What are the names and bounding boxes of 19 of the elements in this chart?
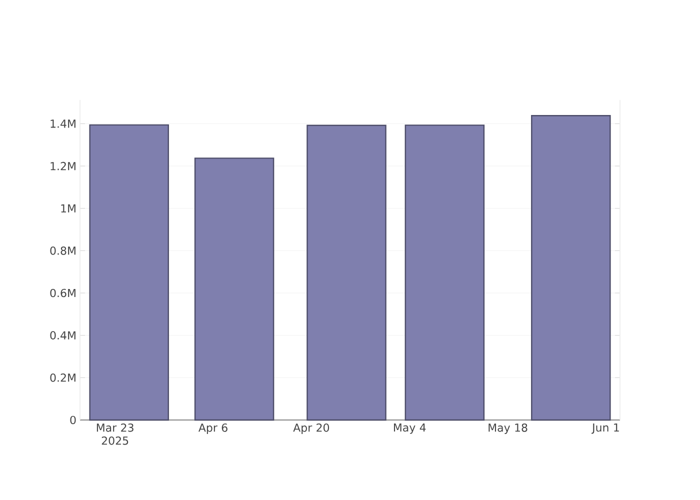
bar — [89, 124, 169, 421]
y-tick-label: 0.4M — [50, 331, 76, 340]
x-tick-label: Jun 1 — [591, 424, 619, 434]
y-tick-label: 0.8M — [50, 246, 76, 255]
y-tick-label: 0 — [70, 416, 76, 424]
x-tick-label: May 4 — [394, 424, 426, 434]
bar — [306, 124, 386, 421]
x-tick-label: Apr 6 — [198, 423, 228, 434]
y-tick-label: 1M — [61, 204, 76, 212]
x-tick-label: May 18 — [488, 423, 528, 434]
y-tick-label: 0.2M — [50, 373, 76, 382]
x-tick-label: Apr 20 — [293, 423, 330, 434]
bar — [194, 158, 274, 421]
bar — [404, 124, 485, 421]
bar — [531, 115, 611, 421]
y-tick-label: 0.6M — [50, 288, 76, 298]
y-tick-label: 1.2M — [50, 162, 76, 170]
y-tick-label: 1.4M — [50, 120, 76, 128]
x-tick-label: Mar 23 2025 — [96, 423, 134, 445]
